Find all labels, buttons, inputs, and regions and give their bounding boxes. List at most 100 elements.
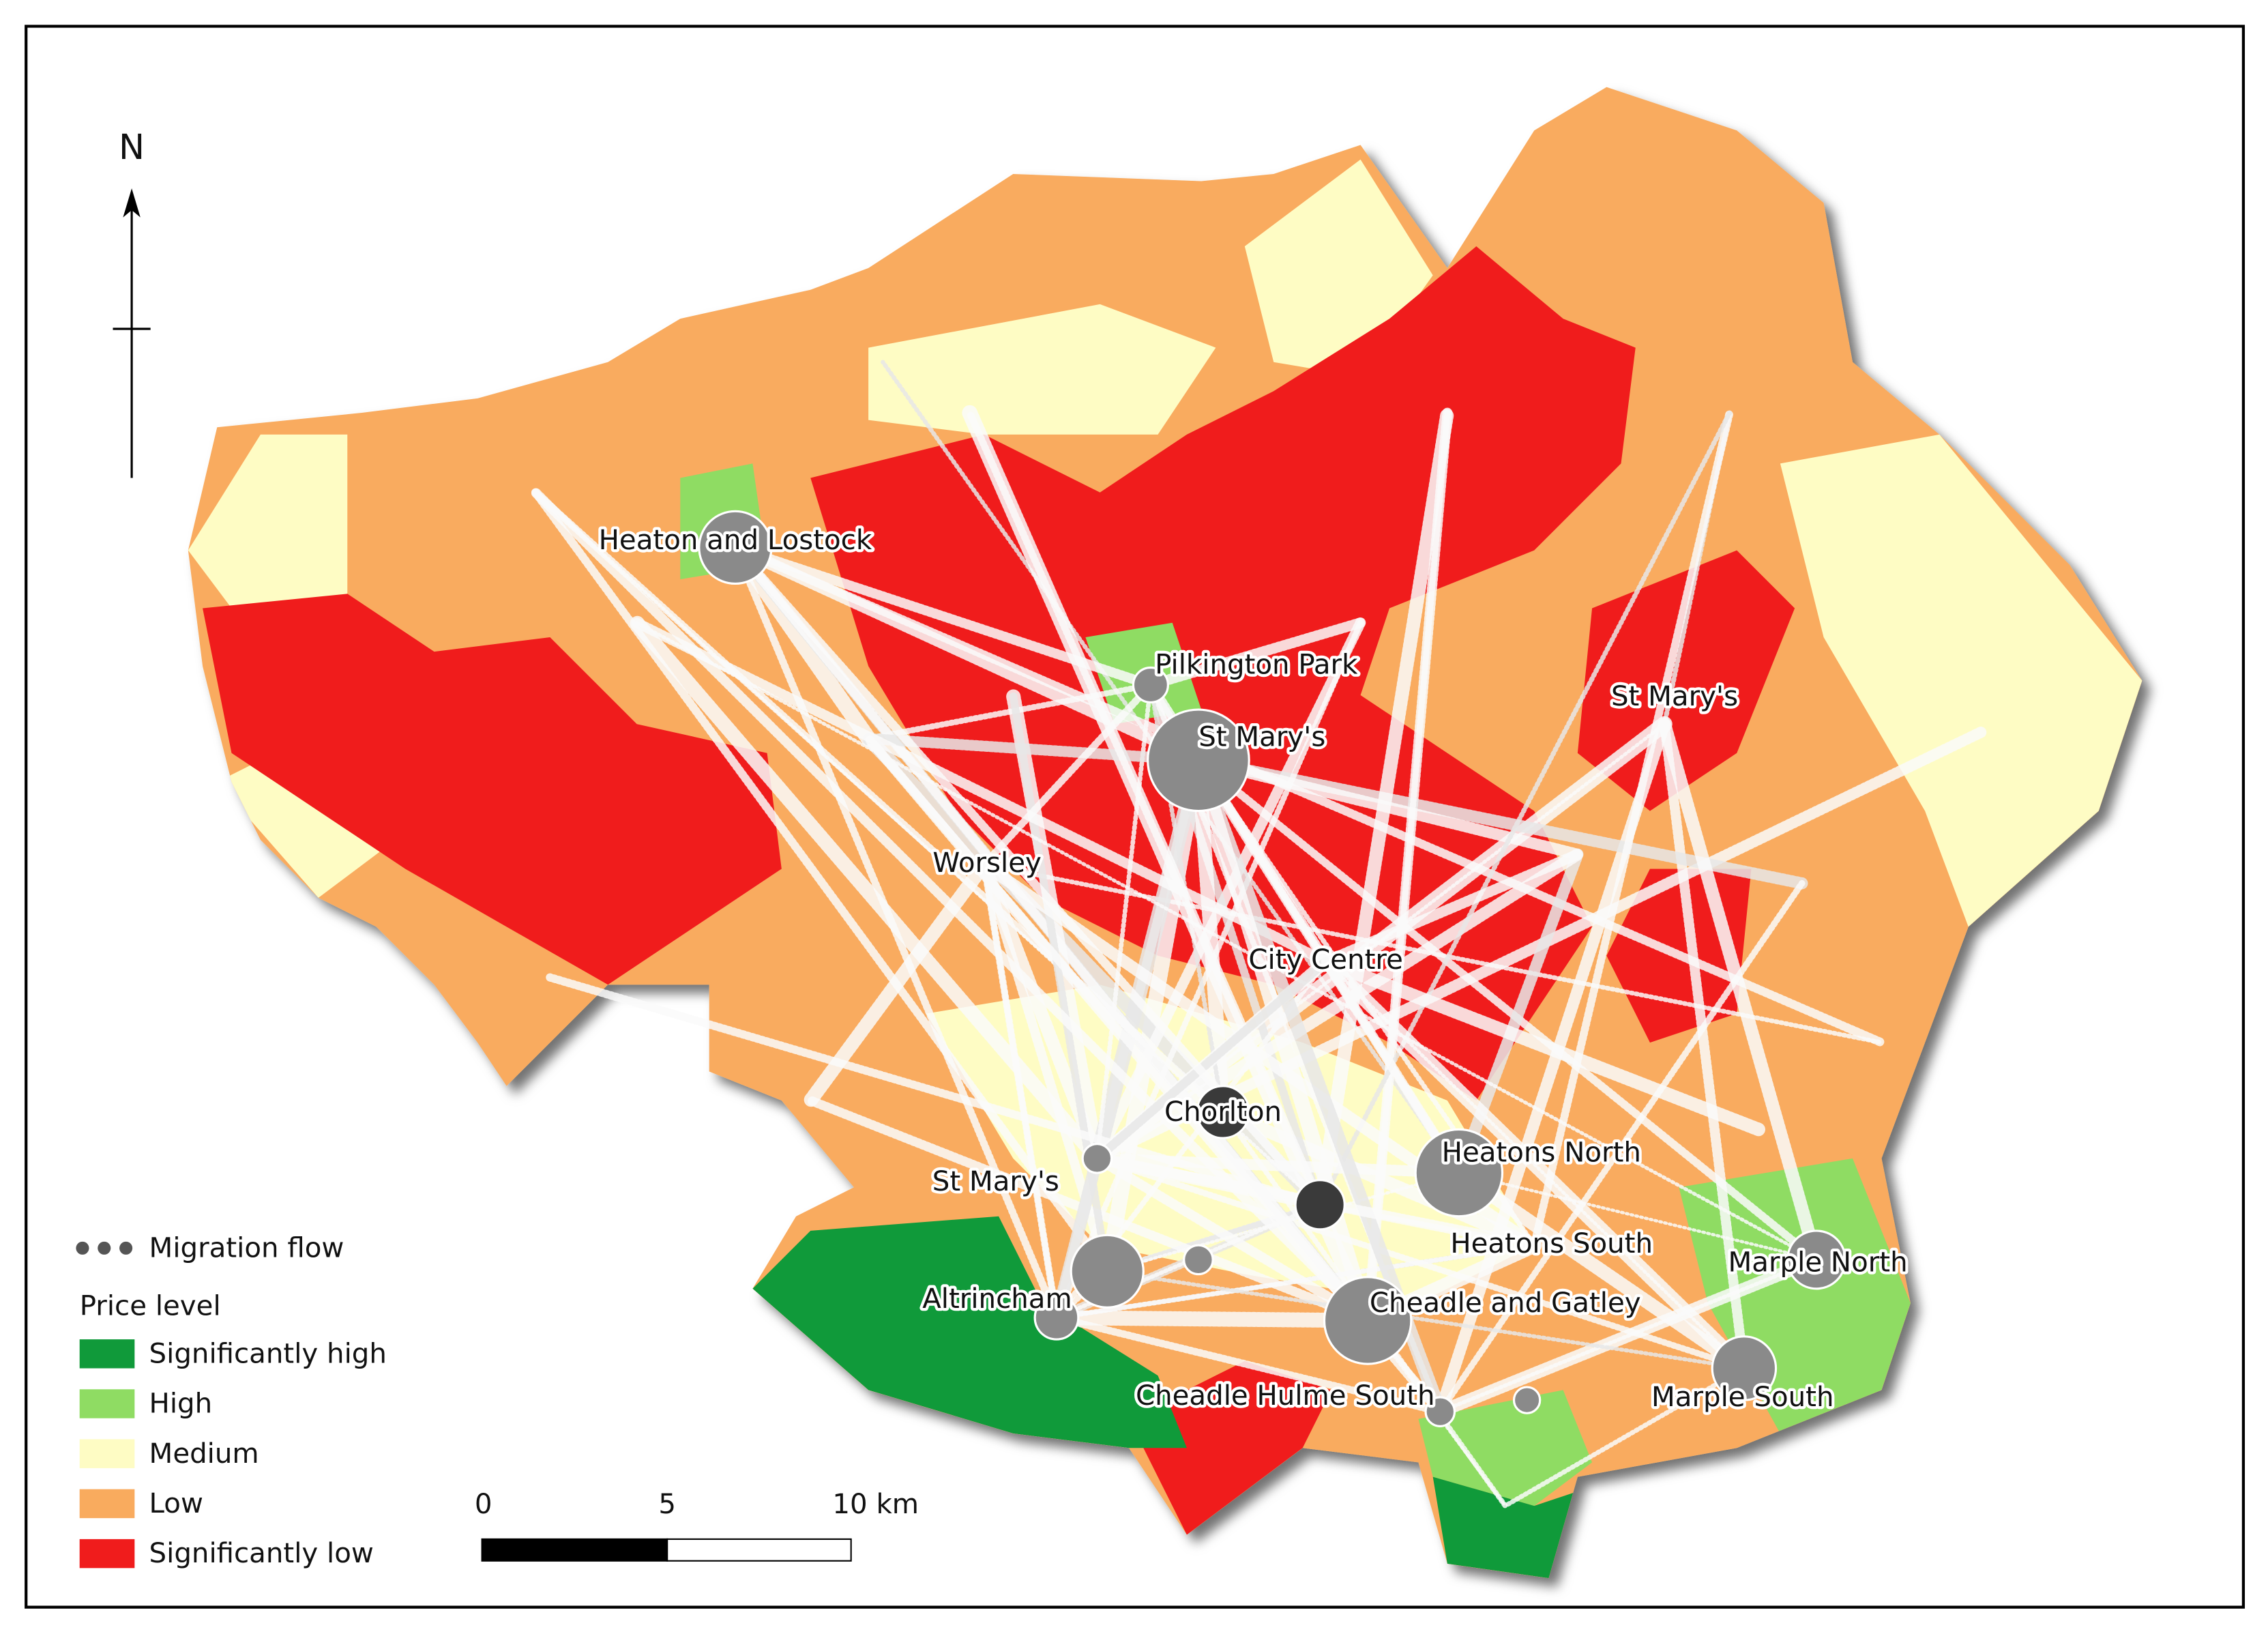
- flow-line: [1052, 1313, 1444, 1416]
- node: [1196, 1085, 1250, 1139]
- region-high: [1418, 1390, 1593, 1506]
- north-label: N: [119, 128, 145, 168]
- flow-line: [1319, 955, 1765, 1137]
- flow-line: [1092, 1153, 1373, 1326]
- legend-swatch: [79, 1339, 135, 1369]
- flow-line: [1089, 752, 1207, 1167]
- flow-line: [1318, 954, 1752, 1376]
- flow-line: [1105, 1269, 1746, 1371]
- legend-swatch: [79, 1439, 135, 1468]
- flow-line: [1530, 409, 1734, 1249]
- place-label: Heaton and Lostock: [599, 524, 872, 556]
- flow-line: [1503, 1365, 1747, 1509]
- flow-line: [1320, 849, 1583, 967]
- scale-label: 5: [658, 1488, 676, 1520]
- legend-title: Price level: [80, 1289, 221, 1322]
- flow-line: [1438, 1257, 1818, 1414]
- flow-line: [1317, 410, 1733, 1208]
- north-head: [123, 188, 141, 218]
- legend-swatch: [79, 1489, 135, 1519]
- node: [1323, 1276, 1413, 1365]
- node: [1294, 1179, 1346, 1231]
- legend-label: Significantly low: [149, 1537, 374, 1569]
- flow-line: [1091, 617, 1366, 1164]
- node: [1183, 1244, 1214, 1276]
- node: [1711, 1335, 1778, 1401]
- legend-label: High: [149, 1388, 213, 1420]
- region-medium: [868, 304, 1216, 435]
- flow-line: [1145, 617, 1366, 690]
- place-label: Worsley: [932, 847, 1042, 879]
- legend-label: Low: [149, 1487, 203, 1519]
- place-label: Pilkington Park: [1155, 648, 1358, 680]
- flow-line: [1194, 756, 1821, 1264]
- node: [1786, 1229, 1846, 1290]
- place-label: Marple North: [1728, 1247, 1908, 1279]
- flow-symbol: [98, 1241, 111, 1255]
- flow-symbol: [76, 1241, 89, 1255]
- legend-swatch: [79, 1539, 135, 1569]
- place-label: St Mary's: [932, 1165, 1059, 1197]
- flow-symbol: [119, 1241, 133, 1255]
- flow-line: [864, 734, 1372, 1325]
- flow-line: [980, 681, 1155, 869]
- flow-line: [966, 409, 1324, 1209]
- flow-line: [531, 489, 1227, 1116]
- node: [698, 510, 773, 585]
- legend-swatch: [79, 1389, 135, 1418]
- place-label: Marple South: [1651, 1381, 1834, 1413]
- place-label: Chorlton: [1164, 1096, 1282, 1128]
- region-sig-low: [203, 594, 782, 985]
- flow-line: [1094, 682, 1153, 1161]
- scale-label: 10 km: [832, 1488, 919, 1520]
- region-sig-high: [752, 1216, 1187, 1448]
- legend-flow-label: Migration flow: [149, 1232, 344, 1264]
- flow-line: [546, 973, 1325, 1209]
- region-high: [1679, 1158, 1911, 1433]
- flow-nodes: [698, 510, 1846, 1427]
- flow-line: [632, 617, 1331, 967]
- place-label: St Mary's: [1611, 680, 1738, 712]
- flow-line: [863, 733, 1204, 766]
- node: [1081, 1143, 1113, 1174]
- flow-line: [1190, 753, 1376, 1328]
- legend-label: Medium: [149, 1438, 259, 1470]
- place-label: St Mary's: [1198, 720, 1325, 753]
- price-regions: [188, 159, 2142, 1579]
- flow-line: [1659, 718, 1750, 1373]
- node: [1512, 1386, 1542, 1414]
- scale-seg-white: [666, 1538, 852, 1562]
- flow-line: [635, 621, 1818, 1262]
- node: [1414, 1128, 1504, 1218]
- legend: Migration flow Price level Significantly…: [76, 1232, 387, 1569]
- scale-label: 0: [475, 1488, 492, 1520]
- flow-line: [1658, 717, 1823, 1267]
- place-label: Cheadle and Gatley: [1370, 1287, 1641, 1319]
- flow-line: [1457, 1171, 1818, 1262]
- flow-line: [1092, 957, 1331, 1163]
- flow-line: [1437, 879, 1806, 1415]
- legend-label: Significantly high: [149, 1337, 387, 1369]
- region-sig-high: [1432, 1476, 1578, 1579]
- migration-flows: [530, 360, 1989, 1509]
- node: [1147, 708, 1250, 813]
- place-label: Heatons South: [1450, 1227, 1653, 1259]
- place-label: City Centre: [1248, 944, 1403, 976]
- node: [1424, 1396, 1456, 1427]
- node: [1070, 1234, 1145, 1309]
- flow-line: [1009, 691, 1112, 1276]
- flow-line: [1048, 1310, 1376, 1328]
- place-label: Cheadle Hulme South: [1136, 1380, 1435, 1412]
- node: [1132, 666, 1169, 704]
- place-label: Heatons North: [1442, 1136, 1641, 1168]
- node: [1033, 1294, 1080, 1341]
- scale-bar: 0 5 10 km: [475, 1488, 919, 1562]
- place-label: Altrincham: [922, 1283, 1072, 1315]
- flow-line: [728, 541, 1205, 767]
- north-arrow: N: [113, 128, 151, 478]
- scale-seg-black: [481, 1538, 668, 1562]
- region-sig-low: [1129, 1360, 1332, 1535]
- region-medium: [188, 434, 348, 609]
- flow-line: [1313, 406, 1454, 1212]
